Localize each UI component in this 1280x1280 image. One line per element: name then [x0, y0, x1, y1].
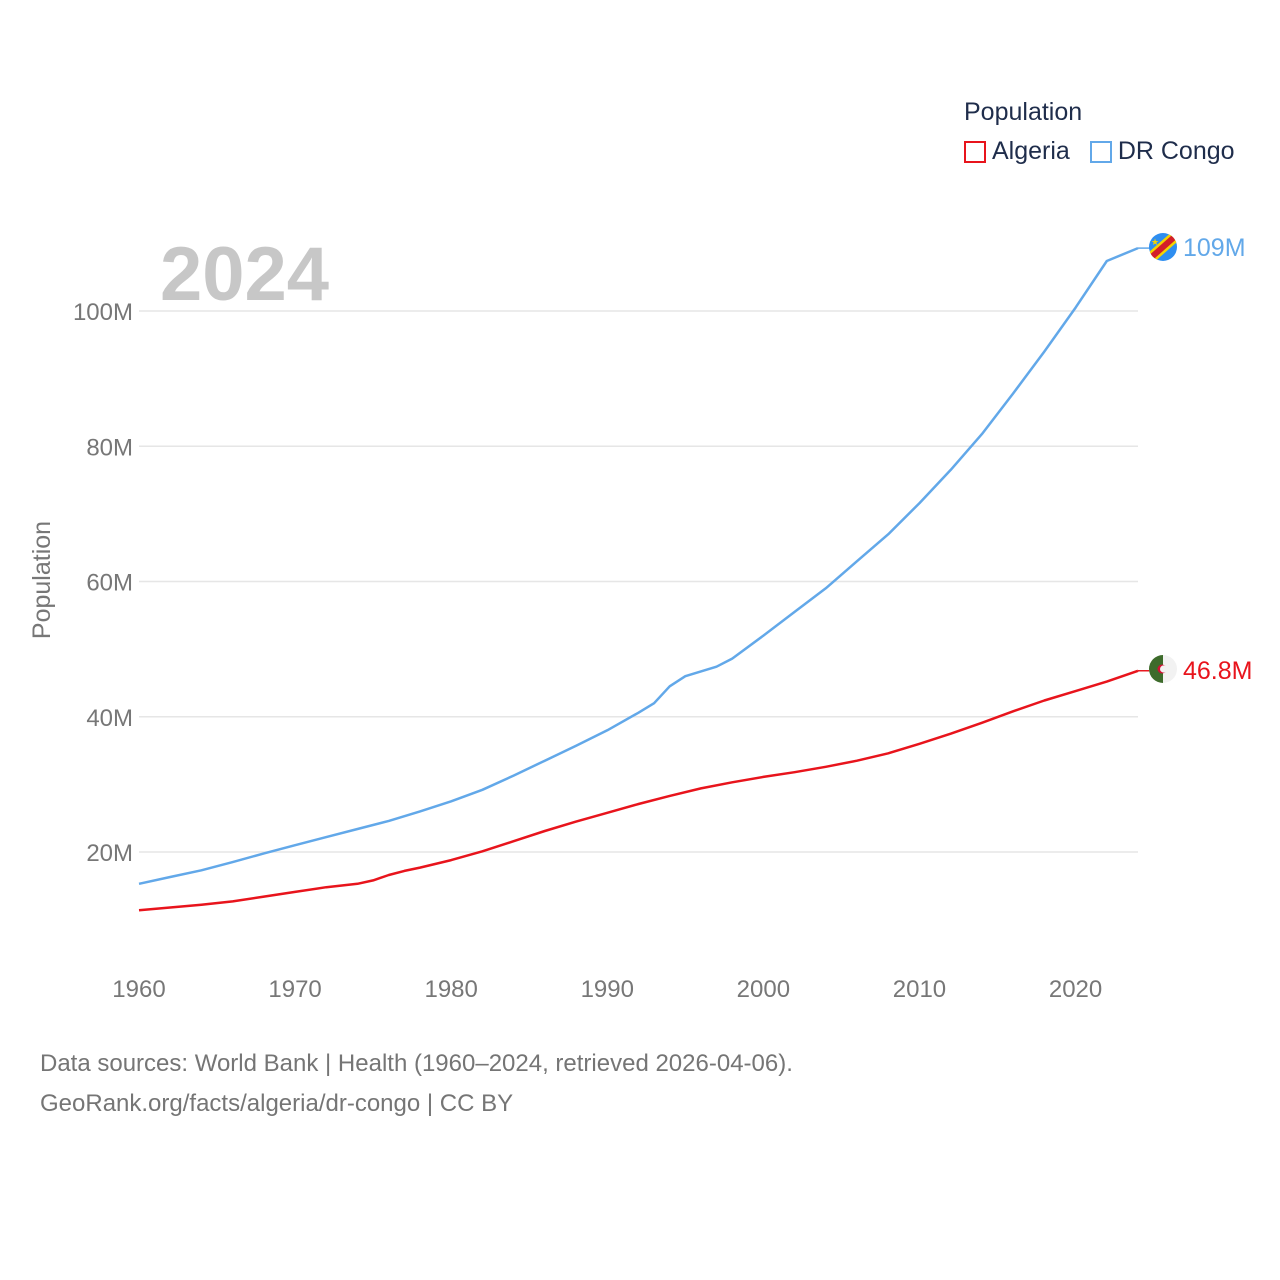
footer-link[interactable]: GeoRank.org/facts/algeria/dr-congo | CC … — [40, 1090, 514, 1117]
x-tick-label: 2010 — [893, 976, 946, 1003]
y-tick-label: 60M — [86, 570, 133, 597]
x-tick-label: 2020 — [1049, 976, 1102, 1003]
gridlines — [139, 310, 1138, 853]
y-tick-label: 40M — [86, 705, 133, 732]
end-label-algeria: 46.8M — [1183, 657, 1252, 685]
y-tick-label: 100M — [73, 299, 133, 326]
series-lines — [138, 246, 1150, 912]
series-line-dr-congo — [138, 246, 1139, 886]
y-tick-label: 80M — [86, 434, 133, 461]
x-tick-label: 1970 — [268, 976, 321, 1003]
dr-congo-flag-icon: ★ — [1149, 233, 1177, 261]
end-markers: ★ — [1149, 233, 1177, 683]
legend-item-algeria[interactable]: Algeria — [964, 137, 1070, 166]
legend: Population Algeria DR Congo — [964, 98, 1235, 166]
series-line-algeria — [138, 669, 1139, 912]
footer: Data sources: World Bank | Health (1960–… — [40, 1044, 793, 1124]
legend-swatch-algeria — [964, 140, 986, 163]
algeria-flag-icon — [1149, 655, 1177, 683]
year-watermark: 2024 — [160, 232, 329, 317]
legend-label-dr-congo: DR Congo — [1117, 137, 1235, 165]
end-labels: 46.8M 109M — [1183, 234, 1252, 685]
legend-items: Algeria DR Congo — [964, 137, 1235, 166]
y-axis-ticks: 20M 40M 60M 80M 100M — [73, 299, 133, 867]
legend-item-dr-congo[interactable]: DR Congo — [1089, 137, 1235, 166]
x-tick-label: 2000 — [737, 976, 790, 1003]
end-label-dr-congo: 109M — [1183, 234, 1246, 262]
footer-sources: Data sources: World Bank | Health (1960–… — [40, 1050, 793, 1077]
legend-label-algeria: Algeria — [992, 137, 1070, 165]
x-axis-ticks: 1960 1970 1980 1990 2000 2010 2020 — [112, 976, 1102, 1003]
svg-text:★: ★ — [1151, 237, 1159, 247]
x-tick-label: 1960 — [112, 976, 165, 1003]
y-tick-label: 20M — [86, 840, 133, 867]
legend-swatch-dr-congo — [1089, 140, 1112, 163]
y-axis-label: Population — [28, 521, 56, 639]
x-tick-label: 1980 — [424, 976, 477, 1003]
x-tick-label: 1990 — [581, 976, 634, 1003]
legend-title: Population — [964, 98, 1083, 126]
